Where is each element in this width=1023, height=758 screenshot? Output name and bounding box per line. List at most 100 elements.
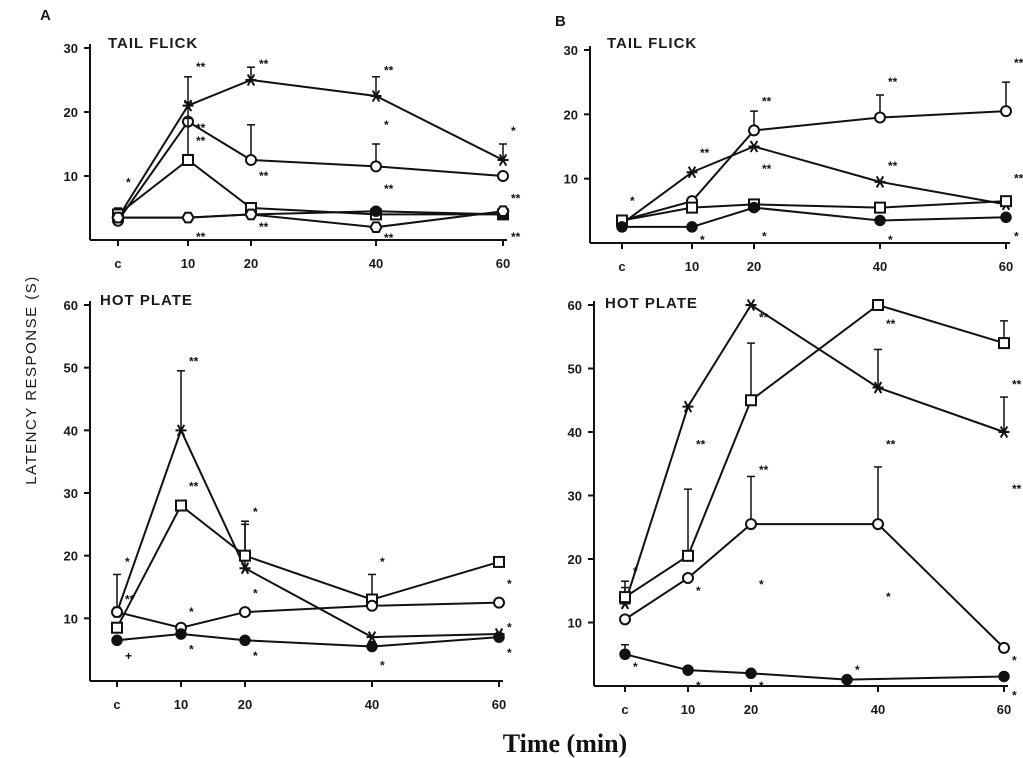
chart-a2-annotation-2: +	[125, 649, 132, 663]
chart-a2-series-3-point-4	[493, 631, 505, 643]
chart-a2-annotation-13: *	[507, 621, 512, 635]
chart-b2-series-2-line	[624, 523, 1005, 649]
chart-b2-series-3-point-0	[619, 648, 631, 660]
chart-a1-series-0-point-2	[245, 73, 257, 87]
chart-a2-series-1	[111, 499, 505, 634]
chart-b1-annotation-1: **	[700, 146, 710, 160]
chart-b2-series-1-point-0	[619, 591, 631, 604]
chart-a2-series-2-point-3	[366, 599, 378, 612]
chart-b2-annotation-7: *	[759, 577, 764, 591]
chart-a1-annotation-8: **	[384, 63, 394, 77]
chart-a1-annotation-6: **	[259, 169, 269, 183]
chart-a2-series-0-point-3	[366, 631, 378, 644]
chart-a2-ytick-label-4: 50	[64, 361, 78, 376]
chart-a2-series-3-point-1	[175, 628, 187, 640]
chart-b2-series-0-point-3	[872, 381, 884, 394]
chart-a1-series-4-point-0	[111, 211, 125, 224]
chart-a1-series-1-line	[117, 120, 504, 222]
chart-b1-series-2-point-3	[874, 201, 886, 214]
chart-a2-annotation-1: **	[125, 593, 135, 607]
chart-b1-series-3-point-0	[616, 221, 628, 233]
chart-b1-series-3-point-2	[748, 201, 760, 214]
chart-a2-annotation-9: *	[253, 649, 258, 663]
chart-b1-series-1-point-3	[874, 175, 886, 188]
chart-b1-annotation-2: *	[700, 233, 705, 247]
chart-b1-annotation-8: *	[888, 233, 893, 247]
chart-a2-annotation-0: *	[125, 555, 130, 569]
chart-b1-annotation-10: **	[1014, 172, 1023, 186]
chart-a2-series-2-line	[116, 601, 500, 629]
chart-a1-series-1	[112, 101, 509, 227]
chart-b1-series-2-point-4	[1000, 195, 1012, 208]
chart-b2-xtick-label-2: 20	[744, 702, 758, 717]
chart-b1-series-2-point-1	[686, 201, 698, 214]
chart-a2-xtick-label-0: c	[113, 697, 120, 712]
chart-a2-annotation-10: *	[380, 555, 385, 569]
chart-a2-annotation-8: *	[253, 586, 258, 600]
chart-b2-series-3-line	[624, 653, 1005, 681]
chart-a2-annotation-12: *	[507, 577, 512, 591]
chart-b2-series-1	[619, 299, 1010, 604]
chart-a1-xtick-label-0: c	[114, 256, 121, 271]
chart-a1-series-4-point-4	[496, 205, 510, 217]
chart-a1-annotation-3: **	[196, 134, 206, 148]
chart-a2-series-0-point-2	[239, 562, 251, 575]
chart-a1-ytick-label-1: 20	[64, 105, 78, 120]
chart-b2-series-3-point-4	[998, 670, 1010, 683]
chart-a2-series-0	[111, 370, 505, 644]
chart-a1-annotation-11: **	[384, 231, 394, 245]
chart-a1-ytick-label-2: 30	[64, 41, 78, 56]
chart-a2-ytick-label-5: 60	[64, 298, 78, 313]
chart-b1-annotation-0: *	[630, 194, 635, 208]
chart-a1-annotation-9: *	[384, 118, 389, 132]
chart-b1-panel-letter: B	[555, 13, 567, 30]
chart-b1-series-0-point-4	[1000, 105, 1012, 118]
chart-b2-series-0	[619, 298, 1010, 610]
chart-b1-annotation-11: *	[1014, 230, 1019, 244]
chart-a1-series-0-line	[117, 78, 504, 219]
chart-a1-series-1-point-4	[497, 170, 509, 182]
chart-a2-series-1-point-4	[493, 555, 505, 568]
chart-a2-series-1-point-0	[111, 621, 123, 634]
chart-b2-annotation-4: *	[696, 679, 701, 693]
chart-a1-series-0-point-3	[370, 89, 382, 103]
chart-a2-series-3	[111, 628, 505, 653]
chart-b2-series-2-point-4	[998, 641, 1010, 654]
chart-a2-title: HOT PLATE	[100, 292, 193, 309]
chart-a1-series-4-point-1	[181, 211, 195, 224]
chart-a1-annotation-14: **	[511, 230, 521, 244]
chart-b2-annotation-13: **	[1012, 377, 1022, 391]
chart-a2-annotation-3: **	[189, 354, 199, 368]
chart-a2-annotation-6: *	[189, 643, 194, 657]
x-axis-label: Time (min)	[503, 729, 627, 758]
chart-a1-panel-letter: A	[40, 7, 52, 24]
chart-a2-xtick-label-1: 10	[174, 697, 188, 712]
chart-b1-annotation-9: **	[1014, 56, 1023, 70]
chart-b2-ytick-label-5: 60	[568, 298, 582, 313]
chart-a2-series-2-point-0	[111, 606, 123, 619]
chart-b2-ytick-label-1: 20	[568, 552, 582, 567]
chart-b2-series-1-line	[624, 303, 1005, 598]
chart-b2-annotation-11: **	[886, 438, 896, 452]
chart-b1-xtick-label-2: 20	[747, 259, 761, 274]
chart-b2-xtick-label-3: 40	[871, 702, 885, 717]
chart-a1-series-3-point-3	[370, 205, 382, 217]
chart-a1-annotation-7: **	[259, 220, 269, 234]
chart-b2-xtick-label-0: c	[621, 702, 628, 717]
chart-a2-ytick-label-1: 20	[64, 549, 78, 564]
chart-b1-annotation-5: *	[762, 230, 767, 244]
chart-a2-series-2-point-4	[493, 596, 505, 609]
chart-b2-series-2-point-0	[619, 613, 631, 626]
chart-b2-ytick-label-0: 10	[568, 616, 582, 631]
chart-a1-annotation-12: *	[511, 124, 516, 138]
chart-b1-series-0-point-2	[748, 124, 760, 137]
chart-a2-ytick-label-3: 40	[64, 423, 78, 438]
chart-b1-series-0-point-3	[874, 111, 886, 124]
chart-a2-ytick-label-0: 10	[64, 611, 78, 626]
chart-b2-ytick-label-3: 40	[568, 425, 582, 440]
chart-a2-series-2-point-2	[239, 606, 251, 619]
